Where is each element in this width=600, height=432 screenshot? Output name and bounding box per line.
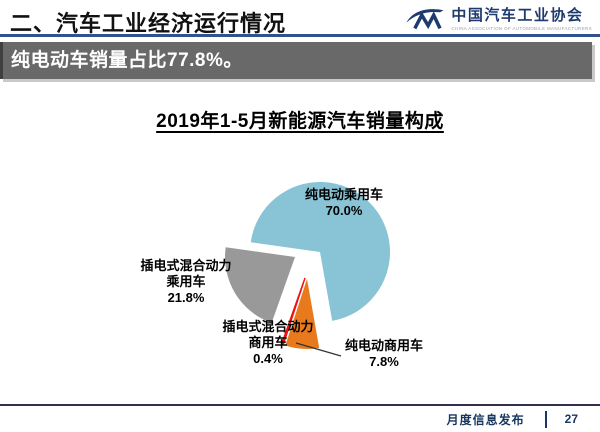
pie-leader-line bbox=[295, 342, 342, 357]
pie-label-text: 纯电动乘用车 bbox=[304, 187, 383, 202]
page-number: 27 bbox=[564, 412, 578, 426]
pie-label-value: 7.8% bbox=[369, 354, 399, 369]
pie-label-text: 插电式混合动力乘用车 bbox=[140, 258, 232, 289]
chart-title: 2019年1-5月新能源汽车销量构成 bbox=[156, 111, 444, 132]
footer-label: 月度信息发布 bbox=[446, 412, 525, 427]
pie-label-phev-passenger: 插电式混合动力乘用车 21.8% bbox=[138, 258, 234, 306]
caam-logo-en: CHINA ASSOCIATION OF AUTOMOBILE MANUFACT… bbox=[451, 26, 592, 31]
pie-slice-0 bbox=[250, 181, 391, 321]
pie-label-value: 21.8% bbox=[167, 290, 205, 305]
pie-slice-2 bbox=[280, 277, 306, 346]
pie-slice-1 bbox=[285, 279, 320, 349]
footer: 月度信息发布 27 bbox=[0, 406, 600, 432]
pie-label-pure-ev-passenger: 纯电动乘用车 70.0% bbox=[284, 187, 404, 219]
footer-divider bbox=[0, 404, 600, 406]
caam-logo-mark-icon bbox=[406, 9, 444, 30]
pie-label-value: 0.4% bbox=[253, 351, 283, 366]
pie-label-text: 插电式混合动力商用车 bbox=[222, 319, 314, 350]
pie-label-value: 70.0% bbox=[325, 203, 363, 218]
caam-logo-cn: 中国汽车工业协会 bbox=[451, 7, 584, 24]
caam-logo-text: 中国汽车工业协会 CHINA ASSOCIATION OF AUTOMOBILE… bbox=[451, 4, 592, 31]
footer-separator bbox=[544, 410, 547, 428]
highlight-banner: 纯电动车销量占比77.8%。 bbox=[0, 42, 592, 79]
page-title: 二、汽车工业经济运行情况 bbox=[10, 11, 287, 36]
caam-logo: 中国汽车工业协会 CHINA ASSOCIATION OF AUTOMOBILE… bbox=[405, 4, 592, 34]
pie-label-pure-ev-commercial: 纯电动商用车 7.8% bbox=[324, 338, 444, 370]
pie-label-text: 纯电动商用车 bbox=[344, 338, 423, 353]
pie-label-phev-commercial: 插电式混合动力商用车 0.4% bbox=[220, 319, 316, 367]
header-divider bbox=[0, 34, 600, 37]
pie-slice-3 bbox=[225, 247, 295, 323]
highlight-banner-text: 纯电动车销量占比77.8%。 bbox=[11, 50, 243, 71]
